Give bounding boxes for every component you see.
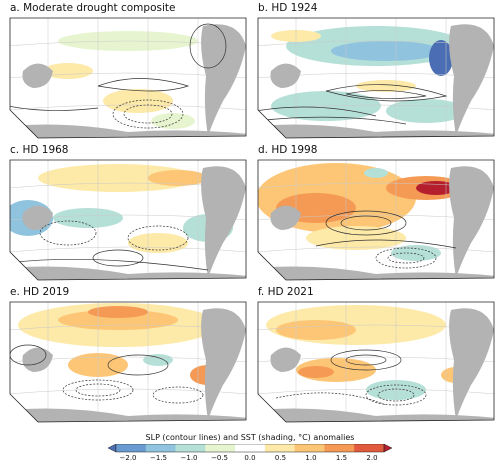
map-e-svg: [9, 301, 247, 423]
colorbar-cell: [354, 444, 385, 452]
map-f: [256, 300, 496, 424]
colorbar-cell: [116, 444, 147, 452]
panel-title-c: c. HD 1968: [10, 144, 69, 156]
colorbar-extend-high: [383, 444, 392, 453]
map-d-svg: [257, 159, 495, 281]
colorbar: [108, 444, 392, 453]
colorbar-tick-label: −2.0: [119, 454, 137, 462]
map-c: [8, 158, 248, 282]
colorbar-cell: [294, 444, 325, 452]
map-b-svg: [257, 17, 495, 139]
colorbar-tick-label: 1.5: [335, 454, 348, 462]
colorbar-cell: [205, 444, 236, 452]
map-c-svg: [9, 159, 247, 281]
colorbar-tick-label: −1.5: [150, 454, 167, 462]
panel-d: d. HD 1998: [252, 144, 498, 294]
panel-title-d: d. HD 1998: [258, 144, 318, 156]
colorbar-tick-label: −1.0: [180, 454, 198, 462]
colorbar-label: SLP (contour lines) and SST (shading, °C…: [145, 433, 355, 442]
colorbar-cell: [235, 444, 266, 452]
colorbar-tick-label: 1.0: [305, 454, 317, 462]
colorbar-cell: [175, 444, 206, 452]
colorbar-cell: [324, 444, 355, 452]
map-f-svg: [257, 301, 495, 423]
colorbar-cells: [108, 444, 392, 453]
map-a-svg: [9, 17, 247, 139]
panel-title-a: a. Moderate drought composite: [10, 2, 176, 14]
colorbar-frame: [115, 444, 385, 453]
colorbar-tick-label: 2.0: [366, 454, 378, 462]
map-e: [8, 300, 248, 424]
colorbar-tick-label: −0.5: [211, 454, 228, 462]
colorbar-tick-label: 0.0: [244, 454, 256, 462]
panel-c: c. HD 1968: [4, 144, 250, 294]
colorbar-extend-low: [108, 444, 117, 453]
colorbar-tick-label: 0.5: [274, 454, 287, 462]
colorbar-cell: [145, 444, 176, 452]
colorbar-cell: [264, 444, 295, 452]
panel-title-f: f. HD 2021: [258, 286, 314, 298]
panel-f: f. HD 2021: [252, 286, 498, 436]
panel-title-b: b. HD 1924: [258, 2, 318, 14]
panel-e: e. HD 2019: [4, 286, 250, 436]
panel-b: b. HD 1924: [252, 2, 498, 152]
map-b: [256, 16, 496, 140]
map-a: [8, 16, 248, 140]
map-d: [256, 158, 496, 282]
panel-a: a. Moderate drought composite: [4, 2, 250, 152]
panel-title-e: e. HD 2019: [10, 286, 70, 298]
